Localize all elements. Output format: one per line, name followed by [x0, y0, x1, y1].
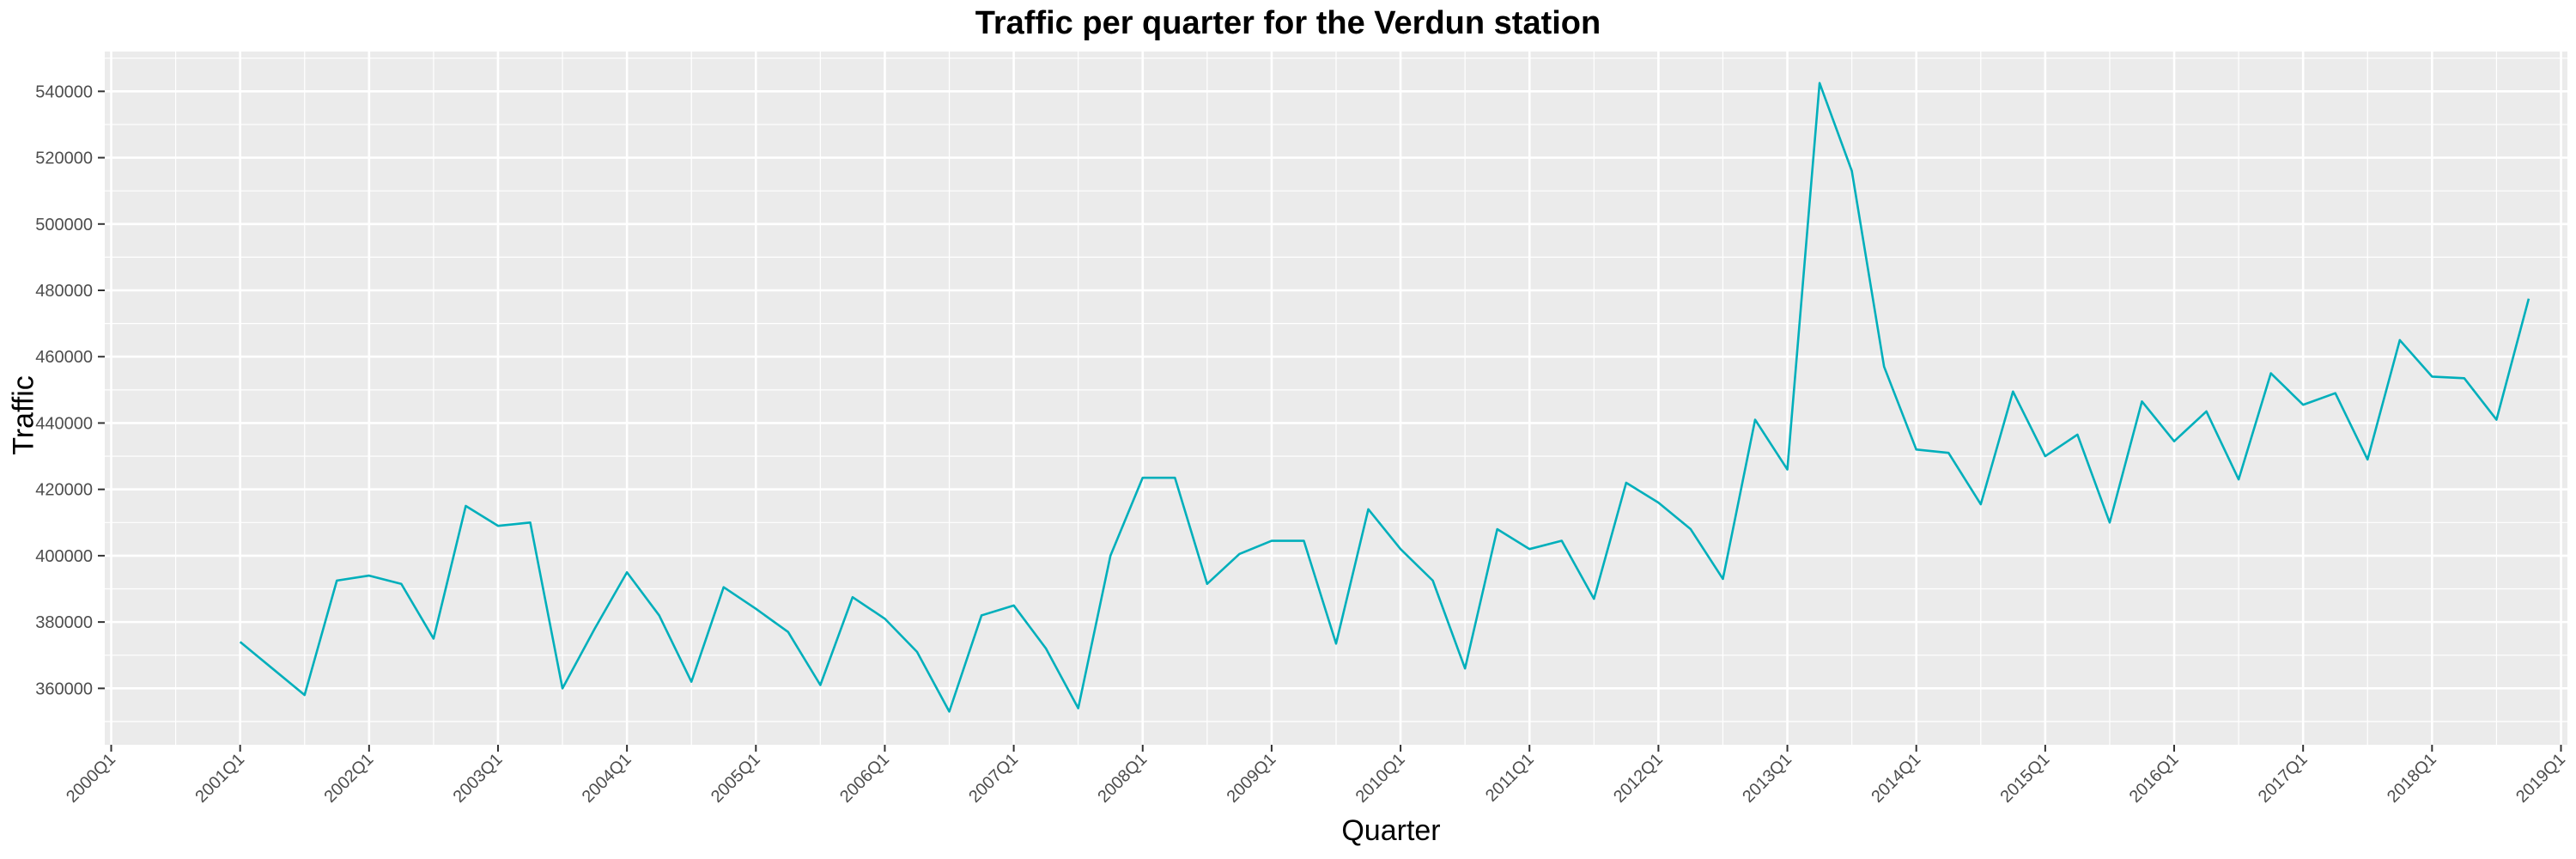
y-tick-label: 360000: [35, 679, 93, 698]
y-tick-label: 420000: [35, 481, 93, 500]
y-tick-label: 380000: [35, 613, 93, 632]
x-tick-label: 2013Q1: [1739, 750, 1795, 807]
x-tick-label: 2004Q1: [579, 750, 635, 807]
x-tick-label: 2009Q1: [1224, 750, 1280, 807]
y-tick-label: 460000: [35, 348, 93, 367]
series-group: [239, 82, 2530, 713]
x-tick-label: 2014Q1: [1868, 750, 1924, 807]
chart-title: Traffic per quarter for the Verdun stati…: [975, 5, 1601, 41]
series-line: [239, 82, 2530, 713]
y-tick-label: 440000: [35, 414, 93, 433]
x-tick-label: 2000Q1: [63, 750, 119, 807]
x-tick-label: 2015Q1: [1997, 750, 2054, 807]
y-tick-label: 540000: [35, 82, 93, 101]
x-tick-label: 2019Q1: [2512, 750, 2569, 807]
x-tick-label: 2002Q1: [320, 750, 377, 807]
x-tick-label: 2016Q1: [2126, 750, 2183, 807]
x-tick-label: 2010Q1: [1352, 750, 1409, 807]
x-tick-label: 2006Q1: [836, 750, 893, 807]
y-tick-label: 400000: [35, 547, 93, 566]
x-tick-label: 2005Q1: [708, 750, 764, 807]
x-tick-label: 2001Q1: [191, 750, 248, 807]
y-tick-label: 480000: [35, 282, 93, 301]
minor-gridlines: [105, 52, 2567, 745]
y-tick-label: 520000: [35, 149, 93, 168]
x-axis: 2000Q1 2001Q1 2002Q1 2003Q1 2004Q1 2005Q1 2006…: [63, 745, 2569, 807]
y-tick-label: 500000: [35, 216, 93, 235]
x-tick-label: 2012Q1: [1610, 750, 1667, 807]
x-tick-label: 2008Q1: [1094, 750, 1151, 807]
major-gridlines: [105, 52, 2567, 745]
x-axis-title: Quarter: [1341, 814, 1441, 847]
y-axis: 360000 380000 400000 420000 440000 460000 4800…: [35, 82, 105, 698]
x-tick-label: 2003Q1: [450, 750, 507, 807]
x-tick-label: 2017Q1: [2255, 750, 2312, 807]
x-tick-label: 2018Q1: [2384, 750, 2440, 807]
x-tick-label: 2007Q1: [965, 750, 1022, 807]
x-tick-label: 2011Q1: [1482, 750, 1538, 806]
